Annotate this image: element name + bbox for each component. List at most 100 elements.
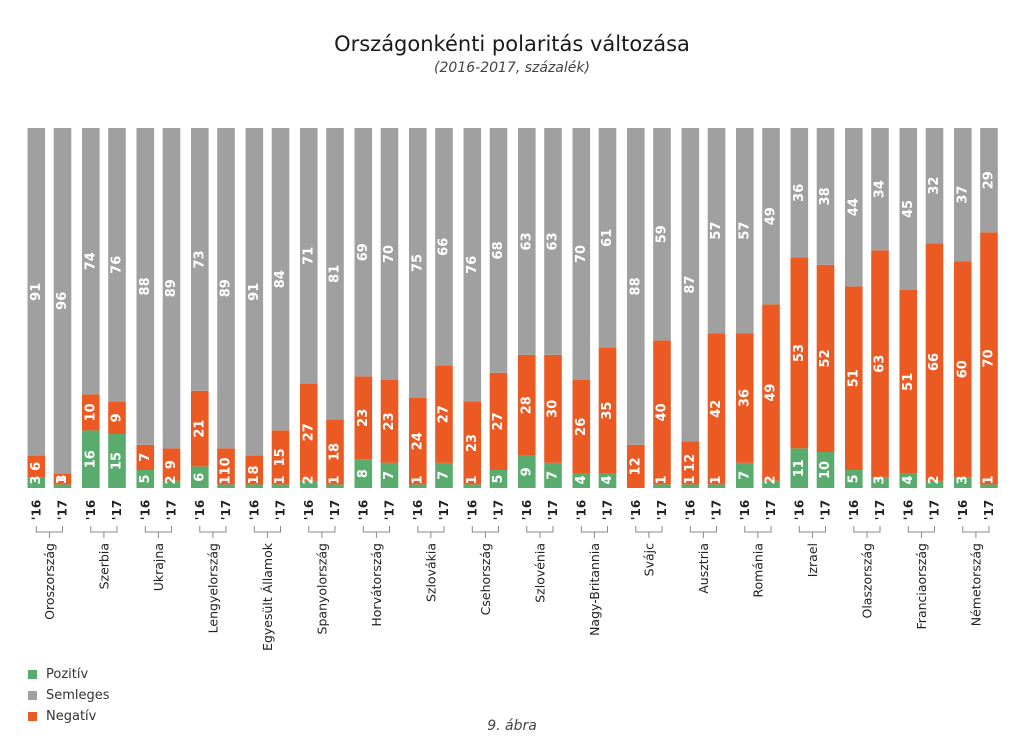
bar-positive-szlovenia-2016	[518, 455, 536, 488]
label-neutral-szlovakia-2016: 75	[410, 254, 425, 272]
bar-neutral-spanyolorszag-2017	[326, 128, 344, 420]
label-neutral-ukrajna-2017: 89	[164, 279, 179, 297]
bar-negative-egyesult-allamok-2017	[271, 430, 290, 485]
country-label-szlovakia: Szlovákia	[423, 543, 438, 602]
country-group-szerbia: 16 10 74 '16 15 9 76 '17 Szerbia	[82, 128, 126, 589]
bar-negative-spanyolorszag-2016	[300, 383, 318, 481]
year-label-olaszorszag-2016: '16	[847, 500, 861, 520]
bracket-nemetorszag	[962, 526, 990, 538]
country-label-csehorszag: Csehország	[478, 543, 493, 615]
bar-neutral-oroszorszag-2017	[53, 128, 72, 474]
bracket-franciaorszag	[907, 526, 935, 538]
label-neutral-franciaorszag-2017: 32	[927, 177, 942, 195]
bar-negative-szerbia-2016	[82, 394, 100, 431]
bar-negative-nagy-britannia-2016	[572, 380, 591, 474]
bar-neutral-svajc-2016	[627, 128, 645, 445]
bar-neutral-lengyelorszag-2016	[191, 128, 209, 391]
bar-neutral-szlovenia-2016	[518, 128, 536, 355]
label-positive-csehorszag-2017: 5	[491, 474, 506, 483]
bar-neutral-ausztria-2017	[707, 128, 726, 334]
country-label-nagy-britannia: Nagy-Britannia	[587, 543, 602, 636]
year-label-szlovakia-2016: '16	[411, 500, 425, 520]
bar-positive-spanyolorszag-2016	[300, 480, 318, 488]
label-neutral-horvatorszag-2016: 69	[356, 243, 371, 261]
label-neutral-olaszorszag-2016: 44	[846, 198, 861, 216]
year-label-franciaorszag-2016: '16	[901, 500, 915, 520]
bracket-egyesult-allamok	[253, 526, 281, 538]
label-neutral-romania-2017: 49	[764, 207, 779, 225]
figure-caption: 9. ábra	[487, 718, 537, 734]
bracket-oroszorszag	[35, 526, 63, 538]
label-negative-oroszorszag-2016: 6	[29, 462, 44, 471]
bracket-spanyolorszag	[308, 526, 336, 538]
bar-neutral-egyesult-allamok-2017	[271, 128, 290, 431]
chart-title: Országonkénti polaritás változása	[334, 32, 690, 56]
year-label-ausztria-2016: '16	[683, 500, 697, 520]
bar-neutral-olaszorszag-2017	[871, 128, 889, 251]
bar-positive-lengyelorszag-2017	[217, 484, 235, 488]
legend: Pozitív Semleges Negatív	[28, 664, 110, 727]
label-neutral-horvatorszag-2017: 70	[382, 245, 397, 263]
bar-positive-lengyelorszag-2016	[191, 466, 209, 488]
country-label-nemetorszag: Németország	[968, 543, 983, 626]
bar-positive-franciaorszag-2017	[925, 480, 944, 488]
bar-negative-svajc-2017	[653, 340, 671, 485]
label-positive-romania-2017: 2	[764, 475, 779, 484]
bar-positive-szlovenia-2017	[544, 462, 562, 488]
bar-neutral-szerbia-2016	[82, 128, 100, 395]
label-neutral-nemetorszag-2016: 37	[955, 186, 970, 204]
country-group-izrael: 11 53 36 '16 10 52 38 '17 Izrael	[790, 128, 835, 577]
bar-negative-ukrajna-2017	[162, 448, 181, 481]
bar-negative-ukrajna-2016	[136, 444, 155, 470]
bar-positive-ukrajna-2017	[162, 480, 181, 488]
label-negative-spanyolorszag-2016: 27	[301, 423, 316, 441]
bar-neutral-ukrajna-2016	[136, 128, 155, 445]
year-label-nemetorszag-2017: '17	[982, 500, 996, 520]
label-negative-svajc-2017: 40	[655, 403, 670, 421]
label-positive-olaszorszag-2017: 3	[873, 475, 888, 484]
year-label-franciaorszag-2017: '17	[928, 500, 942, 520]
bracket-nagy-britannia	[580, 526, 608, 538]
label-positive-nemetorszag-2016: 3	[955, 475, 970, 484]
bracket-olaszorszag	[853, 526, 881, 538]
label-positive-lengyelorszag-2017: 1	[219, 475, 234, 484]
bracket-ukrajna	[144, 526, 172, 538]
label-positive-horvatorszag-2017: 7	[382, 471, 397, 480]
label-neutral-szerbia-2017: 76	[110, 256, 125, 274]
year-label-szlovakia-2017: '17	[437, 500, 451, 520]
label-neutral-szlovenia-2017: 63	[546, 232, 561, 250]
bar-neutral-lengyelorszag-2017	[217, 128, 235, 449]
label-negative-szlovakia-2017: 27	[437, 405, 452, 423]
label-neutral-lengyelorszag-2016: 73	[192, 250, 207, 268]
country-group-horvatorszag: 8 23 69 '16 7 23 70 '17 Horvátország	[354, 128, 399, 627]
bar-positive-csehorszag-2017	[489, 470, 508, 488]
year-label-romania-2016: '16	[738, 500, 752, 520]
bar-negative-izrael-2016	[790, 257, 809, 449]
country-group-romania: 7 36 57 '16 2 49 49 '17 Románia	[736, 128, 780, 598]
bar-negative-franciaorszag-2016	[899, 290, 918, 474]
bar-negative-spanyolorszag-2017	[326, 419, 344, 485]
country-group-spanyolorszag: 2 27 71 '16 1 18 81 '17 Spanyolország	[300, 128, 344, 634]
label-neutral-spanyolorszag-2017: 81	[328, 265, 343, 283]
label-positive-lengyelorszag-2016: 6	[192, 473, 207, 482]
country-group-olaszorszag: 5 51 44 '16 3 63 34 '17 Olaszország	[845, 128, 889, 619]
country-label-horvatorszag: Horvátország	[369, 543, 384, 627]
bar-negative-szlovenia-2017	[544, 354, 562, 463]
label-positive-egyesult-allamok-2016: 1	[247, 475, 262, 484]
country-label-oroszorszag: Oroszország	[42, 543, 57, 620]
year-label-izrael-2016: '16	[792, 500, 806, 520]
country-group-lengyelorszag: 6 21 73 '16 110 89 '17 Lengyelország	[191, 128, 235, 633]
bar-negative-romania-2017	[762, 304, 780, 481]
country-group-franciaorszag: 4 51 45 '16 2 66 32 '17 Franciaország	[899, 128, 944, 629]
label-positive-nemetorszag-2017: 1	[982, 475, 997, 484]
country-label-olaszorszag: Olaszország	[859, 543, 874, 619]
bar-positive-nagy-britannia-2017	[598, 473, 617, 488]
bracket-szlovakia	[417, 526, 445, 538]
bar-positive-ausztria-2017	[707, 484, 726, 488]
country-label-szerbia: Szerbia	[96, 543, 111, 589]
year-label-nagy-britannia-2017: '17	[601, 500, 615, 520]
label-negative-svajc-2016: 12	[628, 457, 643, 475]
country-label-szlovenia: Szlovénia	[532, 543, 547, 603]
bar-neutral-szerbia-2017	[108, 128, 126, 402]
